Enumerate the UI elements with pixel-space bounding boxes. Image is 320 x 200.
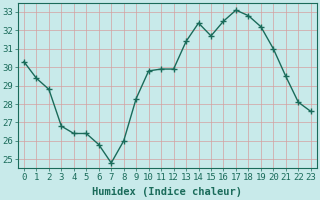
X-axis label: Humidex (Indice chaleur): Humidex (Indice chaleur): [92, 187, 242, 197]
